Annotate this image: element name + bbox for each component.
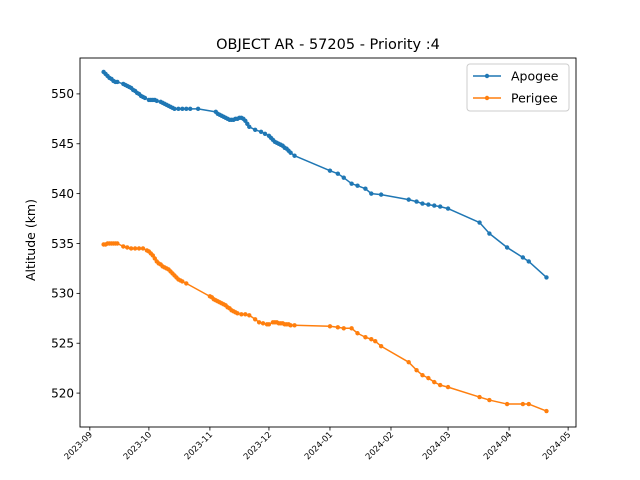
data-point	[115, 241, 120, 246]
y-axis-label: Altitude (km)	[23, 199, 38, 281]
data-point	[414, 367, 419, 373]
data-point	[243, 312, 248, 317]
data-point	[125, 245, 130, 250]
data-point	[432, 203, 437, 208]
data-point	[373, 339, 378, 344]
data-point	[369, 337, 374, 342]
data-point	[437, 382, 443, 388]
data-point	[487, 231, 492, 236]
y-tick-label: 550	[51, 87, 74, 101]
y-tick-label: 540	[51, 187, 74, 201]
data-point	[172, 106, 177, 112]
data-point	[252, 317, 258, 322]
plot-frame	[79, 57, 577, 428]
data-point	[288, 323, 293, 328]
data-point	[327, 168, 333, 173]
legend-entry-apogee: Apogee	[473, 69, 559, 84]
data-point	[256, 320, 262, 325]
data-point	[292, 153, 297, 158]
data-point	[526, 259, 531, 264]
data-point	[414, 199, 419, 204]
data-point	[184, 106, 189, 112]
series-perigee	[101, 241, 549, 414]
data-point	[369, 191, 374, 196]
data-point	[520, 255, 526, 260]
data-point	[239, 312, 244, 317]
data-point	[426, 375, 431, 381]
data-point	[378, 192, 384, 197]
data-point	[247, 313, 252, 318]
data-point	[136, 246, 142, 251]
chart-title: OBJECT AR - 57205 - Priority :4	[216, 37, 440, 53]
data-point	[154, 98, 159, 104]
data-point	[363, 186, 368, 191]
data-point	[335, 325, 341, 330]
legend-entry-perigee: Perigee	[473, 91, 558, 106]
data-point	[445, 206, 451, 211]
series-layer	[101, 69, 549, 414]
data-point	[121, 244, 126, 249]
data-point	[258, 129, 264, 134]
data-point	[235, 311, 240, 316]
data-point	[128, 246, 134, 251]
data-point	[477, 220, 482, 225]
data-point	[195, 106, 201, 112]
data-point	[406, 197, 411, 202]
data-point	[504, 401, 510, 407]
data-point	[247, 124, 252, 130]
data-point	[355, 331, 360, 336]
data-point	[363, 335, 368, 340]
data-point	[188, 106, 193, 112]
data-point	[335, 171, 341, 176]
data-point	[487, 397, 492, 403]
data-point	[266, 322, 272, 327]
data-point	[262, 131, 268, 136]
y-tick-label: 545	[51, 137, 74, 151]
data-point	[327, 324, 333, 329]
data-point	[406, 359, 411, 365]
data-point	[526, 401, 531, 407]
series-apogee	[101, 69, 549, 280]
legend: Apogee Perigee	[466, 63, 570, 112]
legend-label: Apogee	[511, 69, 559, 84]
data-point	[420, 372, 425, 378]
data-point	[115, 79, 120, 85]
data-point	[260, 321, 266, 326]
data-point	[341, 326, 346, 331]
data-point	[420, 201, 425, 206]
data-point	[426, 202, 431, 207]
data-point	[378, 344, 384, 349]
data-point	[544, 275, 549, 280]
data-point	[349, 181, 354, 186]
data-point	[180, 279, 185, 284]
y-axis-ticks: 520 525 530 535 540 545 550	[51, 87, 80, 400]
data-point	[142, 95, 148, 101]
data-point	[341, 175, 346, 180]
data-point	[292, 323, 297, 328]
data-point	[252, 127, 258, 133]
data-point	[520, 401, 526, 407]
legend-label: Perigee	[511, 91, 558, 106]
data-point	[132, 246, 138, 251]
data-point	[355, 183, 360, 188]
legend-marker	[484, 95, 490, 101]
y-tick-label: 530	[51, 287, 74, 301]
y-tick-label: 525	[51, 337, 74, 351]
data-point	[288, 150, 293, 155]
data-point	[180, 106, 185, 112]
data-point	[437, 204, 443, 209]
legend-marker	[484, 73, 490, 79]
y-tick-label: 535	[51, 237, 74, 251]
data-point	[432, 379, 437, 385]
data-point	[140, 246, 146, 251]
data-point	[544, 408, 549, 414]
data-point	[445, 384, 451, 390]
data-point	[504, 245, 510, 250]
data-point	[184, 281, 189, 286]
y-tick-label: 520	[51, 386, 74, 400]
data-point	[349, 326, 354, 331]
data-point	[477, 394, 482, 400]
data-point	[176, 106, 181, 112]
